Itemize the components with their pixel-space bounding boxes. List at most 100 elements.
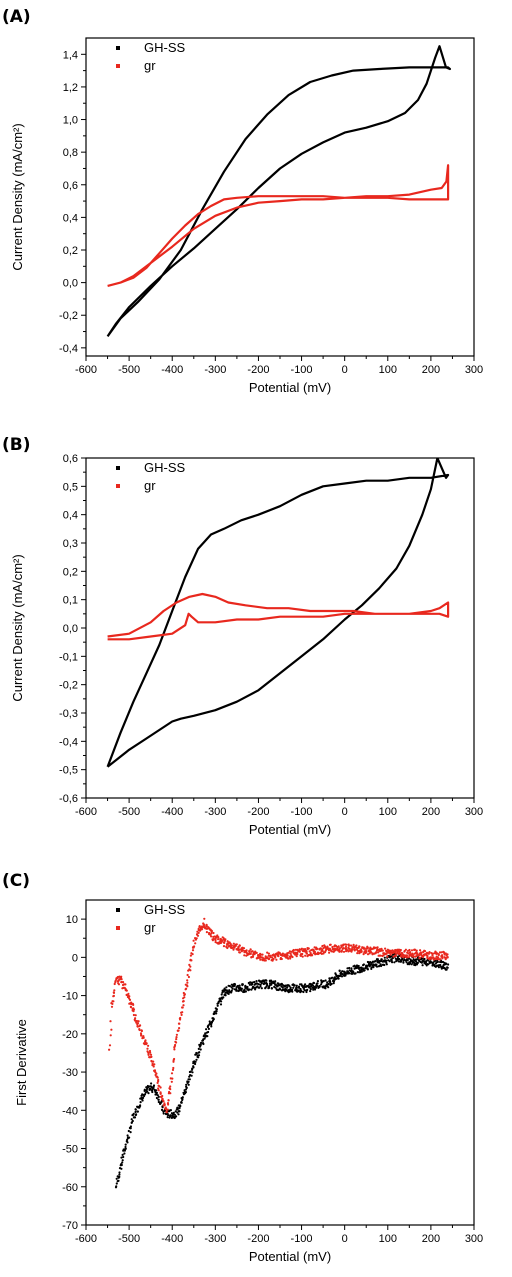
data-point [289,952,292,955]
data-point [404,948,407,951]
data-point [304,954,307,957]
data-point [157,1078,160,1082]
data-point [337,945,340,948]
data-point [366,968,369,971]
data-point [346,967,349,970]
data-point [212,937,215,941]
data-point [401,952,404,955]
data-point [121,1153,124,1156]
data-point [357,964,360,968]
x-tick-label: -600 [75,364,97,376]
data-point [238,951,241,954]
data-point [130,1121,133,1124]
data-point [405,954,408,957]
y-tick-label: -0,2 [59,680,78,692]
y-tick-label: -0,1 [59,651,78,663]
data-point [437,953,440,957]
data-point [178,1027,181,1030]
data-point [342,943,345,946]
data-point [240,989,243,992]
data-point [437,964,440,967]
panel-label: (B) [2,435,31,455]
data-point [295,955,298,958]
data-point [138,1028,141,1032]
data-point [216,934,219,937]
data-point [379,954,382,957]
data-point [313,950,316,953]
data-point [113,989,116,992]
data-point [287,951,290,954]
data-point [321,945,324,948]
data-point [161,1098,164,1101]
data-point [157,1089,160,1092]
data-point [446,956,449,959]
data-point [264,959,267,962]
data-point [133,1116,136,1119]
data-point [194,1060,197,1063]
data-point [140,1034,143,1037]
data-point [162,1112,165,1115]
data-point [153,1069,157,1072]
data-point [441,955,444,958]
data-point [394,954,397,957]
data-point [244,990,247,993]
data-point [134,1110,137,1114]
data-point [156,1076,159,1079]
data-point [243,954,246,957]
data-point [272,958,275,961]
x-axis-title: Potential (mV) [249,380,331,395]
data-point [134,1108,137,1111]
data-point [275,958,278,961]
data-point [249,952,252,956]
data-point [296,951,299,954]
data-point [128,1136,131,1139]
data-point [166,1102,170,1105]
data-point [190,959,193,962]
data-point [224,991,227,994]
data-point [330,982,333,986]
data-point [344,945,348,949]
data-point [117,1179,120,1182]
data-point [176,1111,179,1114]
data-point [423,957,426,961]
data-point [219,941,223,944]
data-point [177,1113,180,1116]
data-point [402,961,405,964]
data-point [286,954,289,957]
data-point [220,993,223,996]
data-point [444,963,447,966]
y-tick-label: 0,4 [63,510,78,522]
data-point [255,982,258,985]
legend-marker [116,926,120,930]
data-point [203,917,206,920]
data-point [351,946,354,949]
data-point [389,949,392,952]
data-point [188,1075,191,1078]
data-point [317,952,320,956]
data-point [227,990,230,993]
data-point [360,948,363,951]
data-point [348,944,351,947]
data-point [152,1060,155,1063]
data-point [124,1143,127,1146]
data-point [393,961,396,964]
data-point [353,949,356,952]
data-point [188,1078,191,1081]
chart-panel-1: (A) -600 -500 -400 -300 -200 -100 0 100 200 300 -0,… [2,7,483,395]
data-point [446,953,449,956]
data-point [149,1087,152,1091]
data-point [205,931,208,934]
data-point [219,1003,223,1006]
data-point [225,986,228,989]
data-point [363,947,366,951]
data-point [124,1147,127,1150]
y-tick-label: -50 [62,1144,78,1156]
y-tick-label: 0,8 [63,147,78,159]
data-point [187,1080,190,1083]
data-point [183,993,186,996]
x-tick-label: -300 [204,806,226,818]
data-point [403,950,406,953]
data-point [206,1035,209,1038]
data-point [202,1042,205,1046]
y-axis-title: Current Density (mA/cm²) [10,554,25,701]
